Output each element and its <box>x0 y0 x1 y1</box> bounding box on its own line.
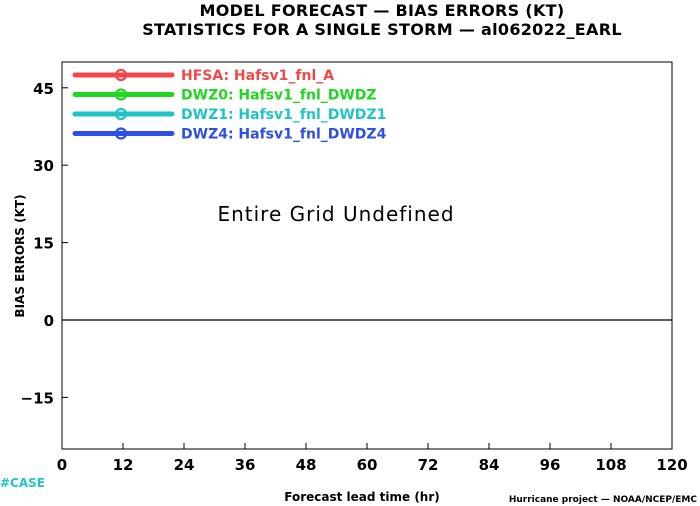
case-tag: #CASE <box>0 476 45 490</box>
x-tick-label: 60 <box>357 456 378 474</box>
x-tick-label: 96 <box>540 456 561 474</box>
x-tick-label: 108 <box>595 456 626 474</box>
chart-title: MODEL FORECAST — BIAS ERRORS (KT) <box>199 1 564 20</box>
y-axis-label: BIAS ERRORS (KT) <box>13 194 27 317</box>
legend-marker-circle <box>114 88 128 101</box>
legend: HFSA: Hafsv1_fnl_A DWZ0: Hafsv1_fnl_DWDZ D… <box>72 68 387 143</box>
legend-marker-circle <box>114 68 128 82</box>
x-tick-label: 48 <box>296 456 317 474</box>
x-tick-label: 72 <box>418 456 439 474</box>
x-tick-label: 84 <box>479 456 500 474</box>
legend-entry-label: DWZ4: Hafsv1_fnl_DWDZ4 <box>181 127 387 143</box>
y-tick-label: 30 <box>33 157 54 175</box>
y-axis-ticks: 45 30 15 0 −15 <box>21 80 68 407</box>
x-tick-label: 24 <box>174 456 195 474</box>
legend-entry-label: HFSA: Hafsv1_fnl_A <box>181 68 334 84</box>
x-tick-label: 36 <box>235 456 256 474</box>
y-tick-label: −15 <box>21 389 54 407</box>
legend-marker-circle <box>114 127 128 140</box>
legend-entry-label: DWZ0: Hafsv1_fnl_DWDZ <box>181 88 377 104</box>
legend-marker-circle <box>114 107 128 121</box>
footer-credit: Hurricane project — NOAA/NCEP/EMC <box>509 495 698 505</box>
y-tick-label: 0 <box>44 312 54 330</box>
x-tick-label: 12 <box>113 456 134 474</box>
y-tick-label: 45 <box>33 80 54 98</box>
x-axis-ticks: 0 12 24 36 48 60 72 84 96 108 120 <box>57 443 688 474</box>
chart-subtitle: STATISTICS FOR A SINGLE STORM — al062022… <box>142 20 622 39</box>
grid-undefined-annotation: Entire Grid Undefined <box>217 202 454 226</box>
x-tick-label: 120 <box>656 456 687 474</box>
x-tick-label: 0 <box>57 456 67 474</box>
legend-entry-label: DWZ1: Hafsv1_fnl_DWDZ1 <box>181 107 386 123</box>
x-axis-label: Forecast lead time (hr) <box>284 490 440 504</box>
y-tick-label: 15 <box>33 235 54 253</box>
